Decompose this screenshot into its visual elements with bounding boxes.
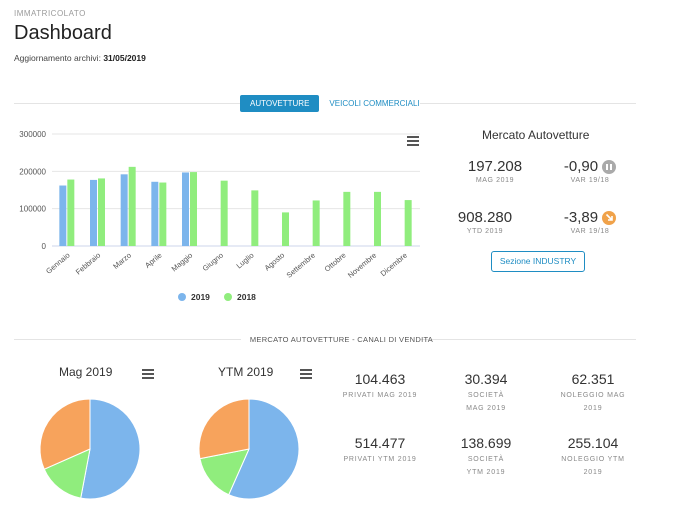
pie-slice-privati[interactable] [228,398,300,500]
month-total-label: MAG 2019 [475,177,515,184]
ytd-variation-value: -3,89 [563,209,599,226]
kpi-societa-mag: 30.394 SOCIETÀ MAG 2019 [430,371,542,415]
pie-slice-noleggio[interactable] [198,398,250,460]
pie-menu-icon[interactable] [142,369,154,379]
divider [420,103,636,104]
chart-menu-icon[interactable] [407,136,419,146]
bar-2019-febbraio[interactable] [90,179,97,246]
ytd-variation: -3,89 VAR 19/18 [535,209,645,235]
ytd-total-label: YTD 2019 [466,228,504,235]
vehicle-tabs: AUTOVETTURE VEICOLI COMMERCIALI [240,95,430,112]
pause-icon [602,159,617,174]
kpi-value: 30.394 [464,371,508,387]
pie-chart-ytm [198,398,300,500]
bar-2019-maggio[interactable] [182,172,189,246]
kpi-noleggio-ytm: 255.104 NOLEGGIO YTM 2019 [538,435,648,479]
x-tick-label: Marzo [111,251,133,271]
bar-2018-luglio[interactable] [251,190,259,246]
month-variation-label: VAR 19/18 [570,177,610,184]
tab-veicoli-commerciali[interactable]: VEICOLI COMMERCIALI [329,99,420,108]
bar-2018-marzo[interactable] [128,166,136,246]
kpi-value: 104.463 [354,371,406,387]
bar-2019-marzo[interactable] [120,174,128,246]
kpi-societa-ytm: 138.699 SOCIETÀ YTM 2019 [430,435,542,479]
legend-label[interactable]: 2018 [237,292,256,302]
legend-marker[interactable] [224,293,232,301]
bar-2018-giugno[interactable] [220,180,228,246]
arrow-down-right-icon [602,210,617,225]
bar-2018-dicembre[interactable] [404,200,412,246]
legend-marker[interactable] [178,293,186,301]
x-tick-label: Maggio [170,251,195,274]
kpi-label: SOCIETÀ MAG 2019 [466,392,506,412]
x-tick-label: Ottobre [323,251,348,274]
pie-slice-societ[interactable] [199,448,250,496]
y-tick-label: 100000 [19,205,46,214]
x-tick-label: Luglio [234,251,255,271]
x-tick-label: Settembre [285,251,317,280]
kpi-value: 138.699 [460,435,512,451]
kpi-value: 255.104 [567,435,619,451]
kpi-noleggio-mag: 62.351 NOLEGGIO MAG 2019 [538,371,648,415]
pie-title-ytm: YTM 2019 [218,365,274,379]
bar-2018-novembre[interactable] [374,191,381,246]
y-tick-label: 200000 [19,167,46,176]
industry-section-button[interactable]: Sezione INDUSTRY [491,251,585,272]
month-variation: -0,90 VAR 19/18 [535,158,645,184]
kpi-privati-ytm: 514.477 PRIVATI YTM 2019 [325,435,435,466]
archive-update-label: Aggiornamento archivi: [14,53,101,63]
pie-slice-privati[interactable] [80,398,141,500]
bar-2019-gennaio[interactable] [59,185,67,246]
month-total-value: 197.208 [467,158,523,175]
bar-2018-ottobre[interactable] [343,191,351,246]
bar-2018-aprile[interactable] [159,182,167,246]
divider [14,339,241,340]
ytd-total-value: 908.280 [457,209,513,226]
archive-update-date: 31/05/2019 [103,53,146,63]
y-tick-label: 0 [42,242,47,251]
pie-slice-noleggio[interactable] [39,398,91,470]
divider [420,339,636,340]
legend-label[interactable]: 2019 [191,292,210,302]
kpi-value: 62.351 [571,371,615,387]
pie-slice-societ[interactable] [43,448,91,499]
bar-2018-gennaio[interactable] [67,179,75,246]
bar-chart-svg: 0 100000 200000 300000 Gennaio Febbraio Marzo A… [19,130,420,302]
pie-chart-month [39,398,141,500]
x-tick-label: Agosto [263,251,287,273]
x-tick-label: Giugno [201,251,225,273]
x-tick-label: Aprile [143,251,163,270]
ytd-variation-label: VAR 19/18 [570,228,610,235]
tab-autovetture[interactable]: AUTOVETTURE [240,95,320,112]
month-variation-value: -0,90 [563,158,599,175]
bar-2019-aprile[interactable] [151,181,159,246]
month-total: 197.208 MAG 2019 [440,158,550,184]
market-title: Mercato Autovetture [482,128,590,142]
kpi-label: NOLEGGIO YTM 2019 [561,456,625,476]
pie-title-month: Mag 2019 [59,365,113,379]
kpi-label: NOLEGGIO MAG 2019 [560,392,626,412]
monthly-registrations-chart: 0 100000 200000 300000 Gennaio Febbraio Marzo A… [0,118,440,318]
kpi-label: PRIVATI MAG 2019 [342,392,418,399]
bar-2018-settembre[interactable] [312,200,320,246]
x-tick-label: Febbraio [74,251,102,277]
kpi-privati-mag: 104.463 PRIVATI MAG 2019 [325,371,435,402]
pie-menu-icon[interactable] [300,369,312,379]
x-tick-label: Gennaio [44,251,72,276]
divider [14,103,240,104]
kpi-value: 514.477 [354,435,406,451]
y-tick-label: 300000 [19,130,46,139]
bar-2018-agosto[interactable] [282,212,289,246]
page-eyebrow: IMMATRICOLATO [14,9,86,18]
ytd-total: 908.280 YTD 2019 [430,209,540,235]
bar-2018-maggio[interactable] [190,172,197,246]
kpi-label: PRIVATI YTM 2019 [343,456,417,463]
x-tick-label: Novembre [346,251,378,280]
sales-channels-title: MERCATO AUTOVETTURE - CANALI DI VENDITA [249,335,434,344]
kpi-label: SOCIETÀ YTM 2019 [466,456,506,476]
archive-update: Aggiornamento archivi: 31/05/2019 [14,53,146,63]
page-title: Dashboard [14,22,112,44]
x-tick-label: Dicembre [379,251,409,279]
bar-2018-febbraio[interactable] [98,178,105,246]
